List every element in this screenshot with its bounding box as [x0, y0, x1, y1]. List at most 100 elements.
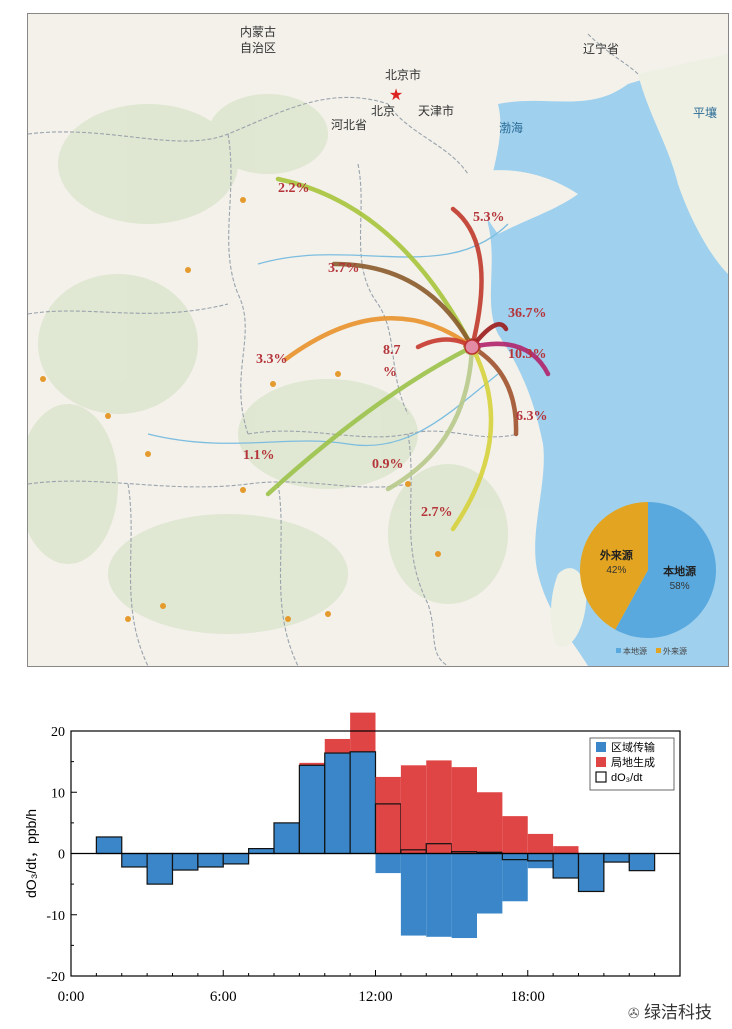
place-label-hebei: 河北省	[331, 118, 367, 132]
capital-star-icon: ★	[389, 85, 403, 104]
flow-label-2: 3.7%	[328, 261, 360, 276]
y-tick-label-2: 0	[58, 848, 65, 863]
taiwan-land	[550, 568, 587, 647]
y-axis-label: dO₃/dt，ppb/h	[23, 809, 39, 898]
watermark-text: 绿洁科技	[644, 1003, 712, 1023]
pie-legend-swatch-1	[656, 648, 661, 653]
flow-label-11: 2.7%	[421, 505, 453, 520]
pie-slice-pct-1: 42%	[606, 565, 626, 576]
province-borders	[28, 33, 639, 666]
bar-local-12	[400, 765, 427, 854]
bar-regional-0	[96, 836, 122, 854]
bar-regional-18	[553, 853, 579, 878]
place-label-beijing-city: 北京市	[385, 67, 421, 82]
pie-slice-name-1: 外来源	[599, 548, 633, 562]
bar-regional-20	[603, 853, 630, 863]
pie-slice-pct-0: 58%	[670, 581, 690, 592]
bar-regional-4	[197, 853, 224, 867]
y-tick-label-0: 20	[51, 725, 65, 740]
pie-legend-label-1: 外来源	[663, 646, 687, 656]
chat-bubble-icon: ✇	[627, 1006, 644, 1022]
flow-label-1: 5.3%	[473, 210, 505, 225]
flow-label-4: 3.3%	[256, 352, 288, 367]
legend-swatch-1	[596, 757, 606, 767]
bar-regional-19	[578, 853, 604, 892]
flow-arrow-1	[450, 206, 484, 350]
flow-label-5: 8.7	[383, 343, 401, 358]
bar-regional-5	[223, 853, 249, 864]
legend-label-2: dO₃/dt	[611, 772, 642, 784]
flow-label-3: 36.7%	[508, 306, 547, 321]
flow-label-8: 6.3%	[516, 409, 548, 424]
pie-legend-swatch-0	[616, 648, 621, 653]
bar-regional-9	[324, 753, 351, 854]
bar-regional-10	[350, 751, 376, 854]
y-tick-label-1: 10	[51, 786, 65, 801]
bar-regional-2	[147, 853, 173, 885]
bar-regional-11	[375, 853, 401, 874]
place-label-beijing: 北京	[371, 104, 395, 118]
legend-swatch-0	[596, 742, 606, 752]
bar-regional-12	[400, 853, 427, 936]
flow-label-6: %	[383, 365, 397, 380]
flow-arrow-8	[469, 344, 519, 437]
flow-label-0: 2.2%	[278, 181, 310, 196]
city-markers	[40, 197, 441, 622]
bar-local-10	[350, 712, 376, 752]
pie-legend: 本地源 外来源	[616, 646, 687, 656]
source-pie-chart: 本地源 58% 外来源 42%	[580, 502, 716, 639]
bar-regional-3	[172, 853, 198, 871]
bar-regional-1	[121, 853, 148, 867]
legend-label-1: 局地生成	[611, 755, 655, 769]
flow-arrow-9	[265, 344, 475, 497]
pie-legend-label-0: 本地源	[623, 646, 647, 656]
pie-slice-name-0: 本地源	[663, 564, 696, 578]
legend-label-0: 区域传输	[611, 740, 655, 754]
flow-arrow-0	[275, 176, 475, 350]
bar-regional-15	[477, 853, 503, 914]
bar-local-18	[553, 846, 579, 854]
x-tick-label-0: 0:00	[58, 989, 85, 1005]
flow-arrow-11	[450, 344, 494, 532]
bar-regional-21	[629, 853, 655, 871]
shandong-peninsula	[468, 170, 578, 234]
flow-arrow-4	[283, 316, 475, 362]
flow-arrow-7	[469, 341, 551, 377]
pie-slice-0	[615, 502, 716, 639]
bar-regional-13	[426, 853, 452, 937]
bar-regional-7	[274, 822, 300, 854]
pie-slice-1	[580, 502, 648, 630]
place-label-inner-mongolia-1: 内蒙古	[240, 24, 276, 39]
target-city-marker	[464, 339, 480, 355]
rivers	[147, 223, 509, 447]
x-tick-label-2: 12:00	[358, 989, 392, 1005]
bar-local-16	[502, 816, 528, 854]
place-label-tianjin: 天津市	[418, 103, 454, 118]
bar-regional-6	[248, 848, 274, 854]
bar-regional-8	[299, 765, 325, 854]
flow-label-10: 0.9%	[372, 457, 404, 472]
flow-arrow-10	[385, 344, 475, 492]
bar-regional-14	[451, 853, 477, 939]
legend-swatch-2	[595, 771, 607, 783]
map-panel: 内蒙古 自治区 北京市 北京 天津市 河北省 辽宁省 渤海 平壤 ★ 2.2% 5.3% 3.7% 3…	[27, 13, 729, 667]
place-label-liaoning: 辽宁省	[583, 41, 619, 56]
flow-labels: 2.2% 5.3% 3.7% 36.7% 3.3% 8.7% 10.3% 6.3% 1.1% 0.…	[243, 181, 548, 520]
bar-local-9	[324, 738, 351, 754]
bar-regional-16	[502, 853, 528, 902]
y-tick-label-3: -10	[46, 909, 65, 924]
bar-local-8	[299, 762, 325, 766]
place-label-bohai: 渤海	[499, 120, 523, 135]
place-label-pyongyang: 平壤	[693, 105, 717, 120]
x-tick-label-1: 6:00	[210, 989, 237, 1005]
bars-group	[95, 712, 656, 939]
flow-arrow-2	[331, 261, 475, 350]
watermark: ✇ 绿洁科技	[628, 998, 712, 1023]
flow-label-9: 1.1%	[243, 448, 275, 463]
x-tick-label-3: 18:00	[511, 989, 545, 1005]
axes-group: 20 10 0 -10 -20 0:00 6:00 12:00 18:00 dO₃/dt，ppb/…	[23, 725, 681, 1005]
chart-panel: 20 10 0 -10 -20 0:00 6:00 12:00 18:00 dO₃/dt，ppb/…	[0, 700, 732, 1029]
